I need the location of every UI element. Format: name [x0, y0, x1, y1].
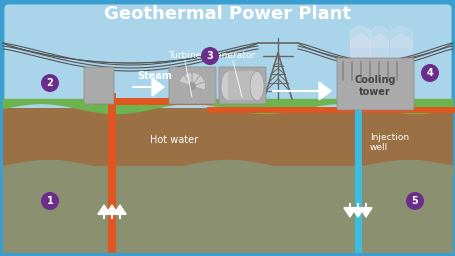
Text: Hot water: Hot water	[150, 135, 197, 145]
FancyBboxPatch shape	[169, 67, 216, 104]
FancyBboxPatch shape	[336, 58, 413, 110]
Bar	[228, 71, 257, 100]
Bar	[354, 93, 361, 253]
Text: Turbine: Turbine	[168, 51, 201, 60]
Circle shape	[420, 64, 438, 82]
Bar	[3, 108, 452, 253]
FancyBboxPatch shape	[218, 67, 265, 104]
Polygon shape	[192, 82, 205, 90]
Text: Cooling
tower: Cooling tower	[354, 75, 395, 97]
Text: 1: 1	[46, 196, 53, 206]
Text: 2: 2	[46, 78, 53, 88]
Text: 3: 3	[206, 51, 213, 61]
Polygon shape	[192, 75, 205, 86]
Text: 5: 5	[411, 196, 417, 206]
Circle shape	[187, 82, 196, 90]
FancyBboxPatch shape	[84, 67, 114, 104]
Polygon shape	[192, 72, 200, 86]
Text: Geothermal Power Plant: Geothermal Power Plant	[104, 5, 351, 23]
Ellipse shape	[221, 71, 234, 101]
Circle shape	[41, 74, 59, 92]
Ellipse shape	[249, 71, 263, 101]
Bar	[3, 166, 452, 253]
Text: 4: 4	[426, 68, 432, 78]
Circle shape	[41, 192, 59, 210]
Polygon shape	[178, 75, 192, 86]
Text: Steam: Steam	[136, 71, 172, 81]
Circle shape	[201, 47, 218, 65]
FancyBboxPatch shape	[2, 2, 453, 254]
Circle shape	[405, 192, 423, 210]
Text: Injection
well: Injection well	[369, 133, 408, 152]
Polygon shape	[183, 72, 192, 86]
Bar	[112, 98, 212, 105]
Text: Generator: Generator	[209, 51, 256, 60]
Bar	[108, 93, 116, 253]
Bar	[207, 107, 455, 113]
